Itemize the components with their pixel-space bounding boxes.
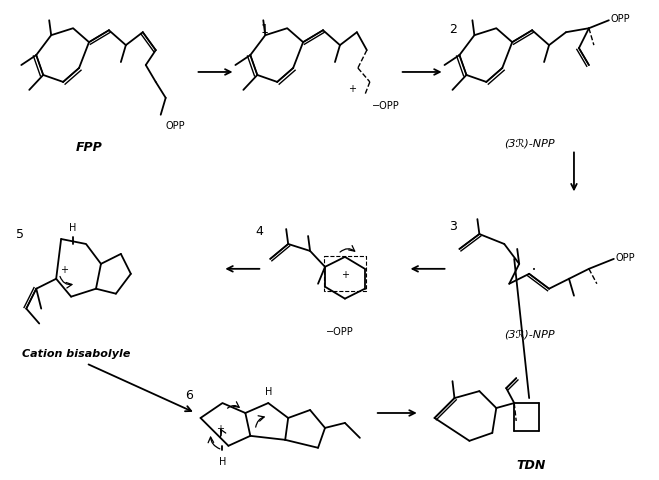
Text: +: + [216, 423, 225, 433]
Text: +: + [60, 264, 68, 274]
Text: Cation bisabolyle: Cation bisabolyle [22, 348, 130, 359]
Text: OPP: OPP [616, 252, 635, 263]
Text: •: • [532, 266, 536, 272]
Bar [324, 256, 366, 291]
Text: H: H [219, 456, 226, 466]
Text: OPP: OPP [611, 14, 631, 24]
Text: (3ℛ)-NPP: (3ℛ)-NPP [504, 329, 554, 339]
Text: OPP: OPP [165, 120, 185, 131]
Text: (3ℛ)-NPP: (3ℛ)-NPP [504, 138, 554, 148]
Text: TDN: TDN [516, 458, 546, 471]
Text: −OPP: −OPP [326, 327, 354, 337]
Text: 1: 1 [260, 23, 268, 36]
Text: 6: 6 [186, 388, 194, 401]
Text: 4: 4 [255, 225, 263, 238]
Text: +: + [341, 269, 349, 279]
Text: 2: 2 [449, 23, 457, 36]
Text: H: H [264, 386, 272, 396]
Text: −OPP: −OPP [372, 101, 399, 110]
Text: FPP: FPP [76, 140, 102, 153]
Text: 3: 3 [449, 220, 457, 233]
Text: +: + [348, 84, 356, 94]
Text: H: H [69, 223, 76, 232]
Text: 5: 5 [16, 228, 24, 240]
